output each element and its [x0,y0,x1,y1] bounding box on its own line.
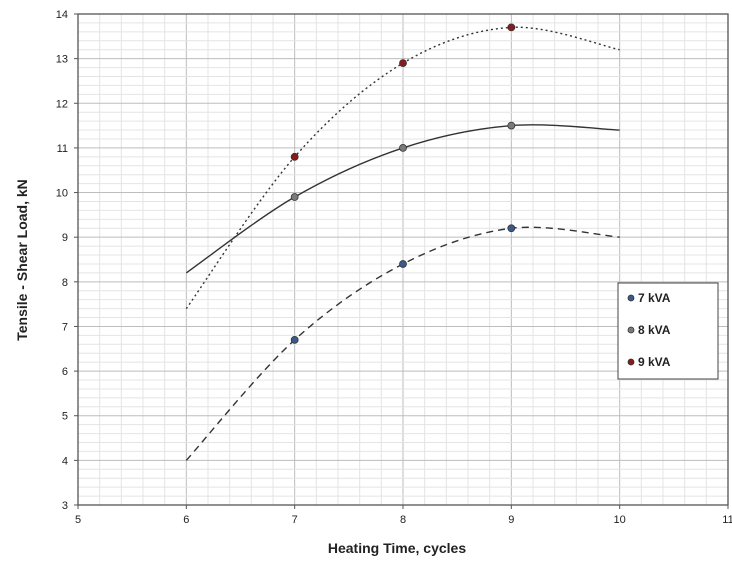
y-tick-label: 12 [56,98,68,110]
legend-marker [627,294,635,302]
data-point [399,260,407,268]
x-tick-label: 10 [614,514,626,526]
y-tick-label: 11 [57,143,68,155]
legend: 7 kVA 8 kVA 9 kVA [617,282,719,380]
data-point [290,193,299,201]
legend-label: 9 kVA [638,355,671,369]
x-tick-label: 9 [508,514,514,526]
legend-label: 8 kVA [638,323,671,337]
series-layer [185,23,620,461]
data-point [507,224,516,233]
axes: 5 6 7 8 9 10 11 3 4 5 6 7 8 9 10 11 12 13 14 [56,9,732,526]
x-tick-label: 8 [400,514,406,526]
data-point [507,23,516,32]
legend-marker [627,358,635,366]
data-point [290,152,299,161]
y-tick-label: 13 [56,54,68,66]
x-tick-label: 7 [292,514,298,526]
series-line [185,226,620,461]
y-tick-label: 7 [62,321,68,333]
y-tick-label: 10 [56,188,68,200]
series-line [185,26,620,310]
x-tick-label: 6 [183,514,189,526]
data-point [290,335,299,344]
y-tick-label: 9 [62,232,68,244]
y-axis-title: Tensile - Shear Load, kN [14,179,30,341]
grid [77,13,729,506]
y-tick-label: 3 [62,500,68,512]
y-tick-label: 8 [62,277,68,289]
legend-box [617,282,719,380]
y-tick-label: 5 [62,411,68,423]
data-point [399,144,407,152]
legend-label: 7 kVA [638,291,671,305]
series-9-kva [185,23,620,310]
y-tick-label: 6 [62,366,68,378]
data-point [399,59,407,67]
x-tick-label: 11 [722,514,732,526]
y-tick-label: 4 [62,455,68,467]
data-point [507,121,516,130]
x-axis-title: Heating Time, cycles [328,540,466,556]
y-tick-label: 14 [56,9,68,21]
legend-marker [627,326,635,334]
series-7-kva [185,224,620,461]
series-8-kva [185,121,620,274]
x-tick-label: 5 [75,514,81,526]
